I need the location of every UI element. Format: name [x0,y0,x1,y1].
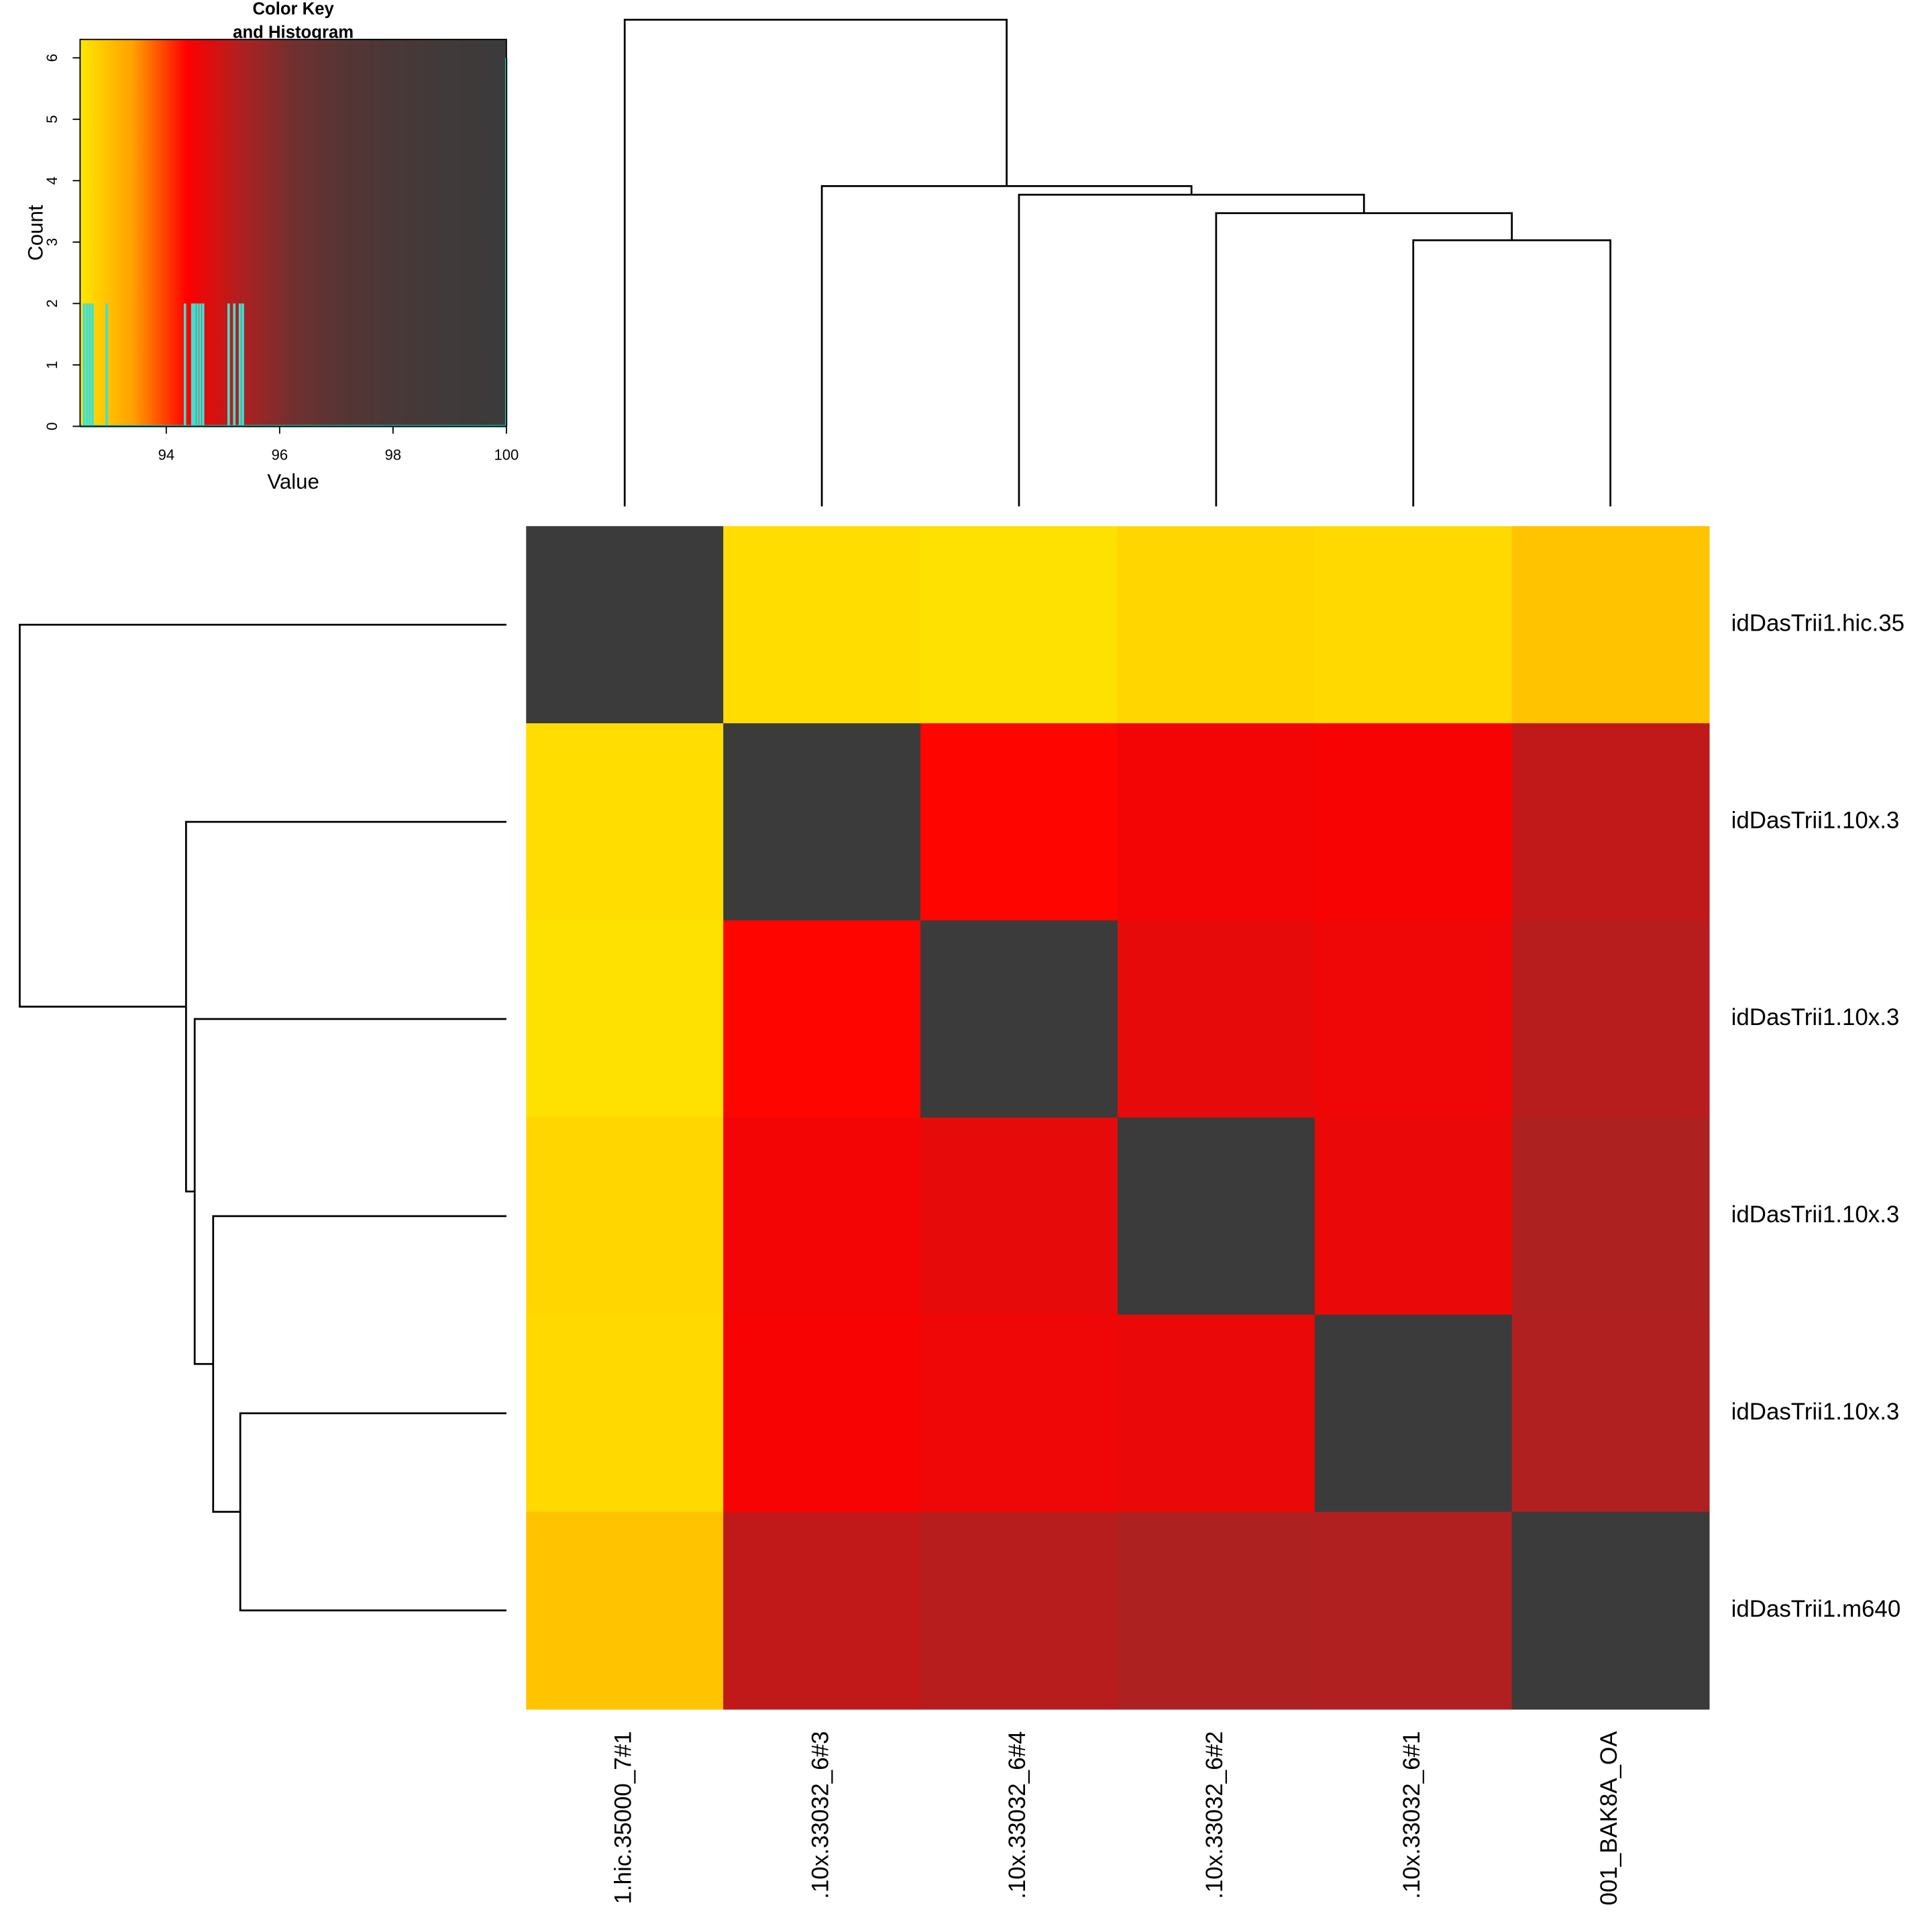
key-x-tick-label: 98 [385,446,402,463]
row-label: idDasTrii1.10x.3 [1731,1399,1900,1425]
heatmap-cell [1314,1511,1513,1710]
row-dendrogram-branch [239,1412,506,1611]
heatmap-cell [1314,723,1513,921]
heatmap-cell [526,1511,724,1710]
row-dendrogram-branch [184,820,506,1193]
key-x-tick-label: 100 [494,446,519,463]
heatmap-cell [526,1314,724,1513]
heatmap-cell [526,920,724,1118]
heatmap-cell [1117,1314,1316,1513]
key-y-label: Count [23,205,47,261]
key-title: and Histogram [233,23,354,42]
heatmap-cell [920,1511,1118,1710]
heatmap-cell [723,1117,921,1316]
heatmap-cell [723,526,921,724]
key-frame [79,38,507,427]
heatmap-cell [1117,920,1316,1118]
key-y-tick-label: 6 [44,54,60,62]
heatmap-cell [1117,723,1316,921]
col-dendrogram-branch [1215,212,1513,506]
heatmap-cell [723,1314,921,1513]
col-label: .10x.33032_6#4 [1004,1731,1030,1899]
key-x-tick-label: 94 [158,446,175,463]
col-dendrogram-branch [623,19,1008,506]
row-label: idDasTrii1.m640 [1731,1596,1901,1622]
heatmap-cell [1314,1314,1513,1513]
heatmap-cell [1314,526,1513,724]
heatmap-cell [1511,1511,1710,1710]
heatmap-cell [1511,920,1710,1118]
heatmap-cell [723,920,921,1118]
key-x-label: Value [267,470,319,493]
heatmap-cell [1511,526,1710,724]
heatmap-cell [526,723,724,921]
row-label: idDasTrii1.10x.3 [1731,807,1900,833]
heatmap-cell [920,723,1118,921]
heatmap-cell [1117,1117,1316,1316]
heatmap-cell [920,526,1118,724]
key-title: Color Key [252,0,334,18]
row-dendrogram-branch [19,623,506,1008]
col-label: 001_BAK8A_OA [1596,1731,1622,1906]
heatmap-cell [723,723,921,921]
key-y-tick-label: 1 [44,361,60,369]
row-label: idDasTrii1.10x.3 [1731,1201,1900,1228]
key-x-tick-label: 96 [272,446,288,463]
heatmap-cell [920,920,1118,1118]
color-key [80,39,506,427]
col-dendrogram-branch [1412,239,1611,506]
col-label: 1.hic.35000_7#1 [610,1731,636,1904]
heatmap-cell [1511,723,1710,921]
heatmap-cell [920,1314,1118,1513]
row-label: idDasTrii1.10x.3 [1731,1004,1900,1030]
col-dendrogram-branch [820,184,1193,506]
heatmap-cell [1314,920,1513,1118]
heatmap-cell [526,1117,724,1316]
key-y-tick-label: 4 [44,176,60,184]
key-y-tick-label: 3 [44,238,60,246]
heatmap-cell [1117,526,1316,724]
col-label: .10x.33032_6#1 [1399,1731,1425,1899]
col-label: .10x.33032_6#3 [807,1731,833,1899]
key-y-tick-label: 2 [44,299,60,307]
row-dendrogram-branch [212,1215,506,1513]
heatmap-cell [1511,1314,1710,1513]
heatmap-cell [1511,1117,1710,1316]
col-label: .10x.33032_6#2 [1201,1731,1228,1899]
heatmap-cell [526,526,724,724]
heatmap-cell [920,1117,1118,1316]
heatmap-cell [1117,1511,1316,1710]
heatmap-cell [1314,1117,1513,1316]
row-dendrogram-branch [193,1018,506,1365]
row-label: idDasTrii1.hic.35 [1731,610,1904,636]
key-y-tick-label: 0 [44,422,60,430]
col-dendrogram-branch [1018,193,1365,506]
key-y-tick-label: 5 [44,115,60,123]
heatmap-cell [723,1511,921,1710]
